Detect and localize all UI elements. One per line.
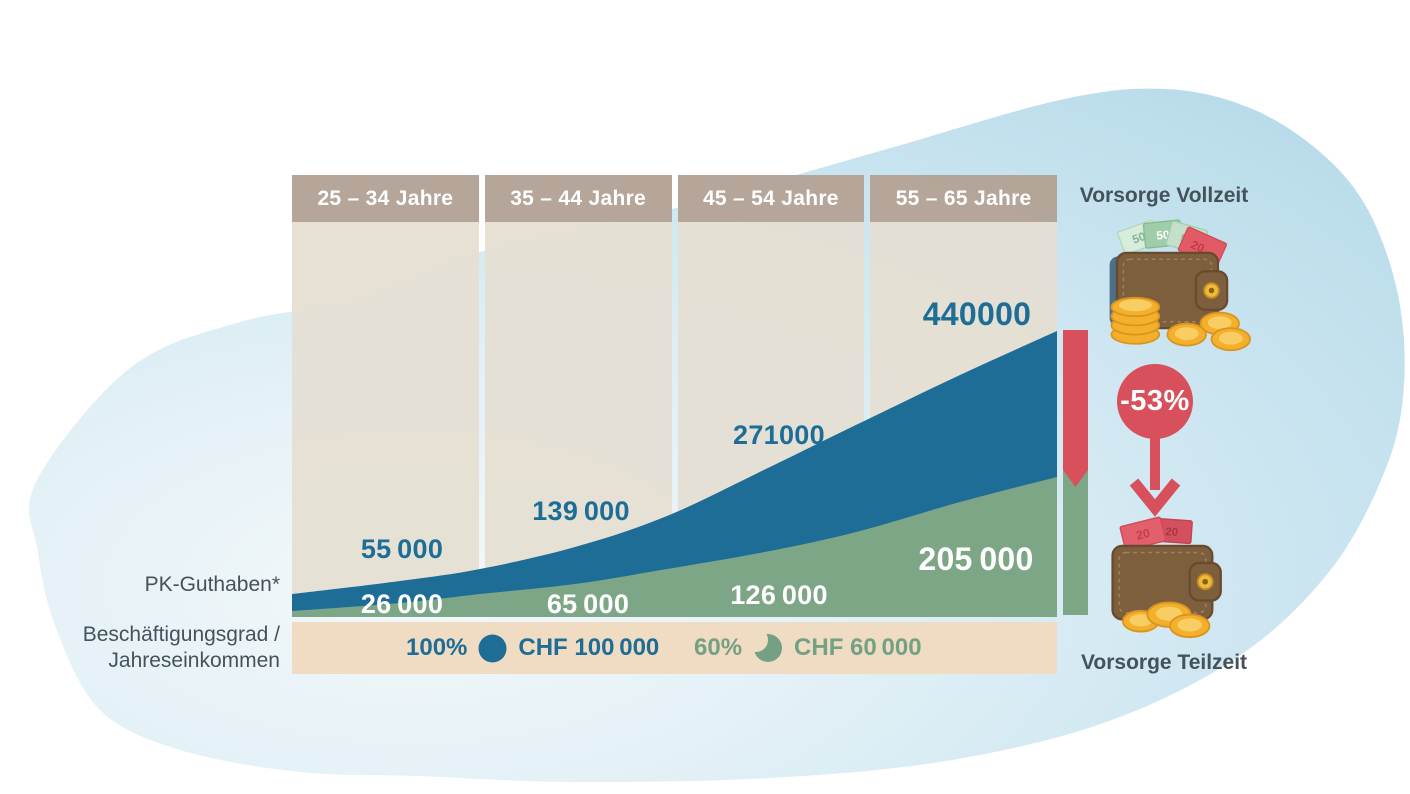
svg-text:20: 20 <box>1189 237 1207 255</box>
value-label-vollzeit-3: 271000 <box>733 420 825 450</box>
y-axis-label: PK-Guthaben* <box>144 573 280 596</box>
age-column-header: 35 – 44 Jahre <box>484 175 672 222</box>
wallet-part-icon: 20 20 <box>1111 516 1222 639</box>
banknotes-icon: 50 50 50 20 <box>1117 219 1228 268</box>
value-label-vollzeit-2: 139 000 <box>532 496 630 526</box>
x-axis-label-line2: Jahreseinkommen <box>108 649 280 672</box>
delta-badge: -53% <box>1117 364 1193 439</box>
coins-icon <box>1121 601 1211 639</box>
full-circle-icon <box>478 634 507 662</box>
wallet-body <box>1111 544 1222 621</box>
wallet-full-icon: 50 50 50 20 <box>1109 219 1251 352</box>
value-label-teilzeit-1: 26 000 <box>360 589 444 619</box>
value-label-vollzeit-1: 55 000 <box>360 534 444 564</box>
legend-amount-part: CHF 60 000 <box>794 634 922 661</box>
age-column-45-54: 45 – 54 Jahre <box>677 175 865 617</box>
age-column-header: 55 – 65 Jahre <box>870 175 1057 222</box>
svg-text:20: 20 <box>1135 526 1152 543</box>
legend-percent-full: 100% <box>406 634 468 661</box>
vollzeit-title: Vorsorge Vollzeit <box>1079 184 1249 207</box>
value-label-teilzeit-4: 205 000 <box>918 541 1034 577</box>
banknotes-icon: 20 20 <box>1119 516 1193 551</box>
svg-text:20: 20 <box>1165 526 1178 539</box>
teilzeit-title: Vorsorge Teilzeit <box>1080 651 1248 674</box>
age-column-header: 25 – 34 Jahre <box>292 175 479 222</box>
legend-amount-full: CHF 100 000 <box>518 634 660 661</box>
x-axis-label-line1: Beschäftigungsgrad / <box>82 623 280 646</box>
svg-text:50: 50 <box>1130 229 1148 247</box>
legend-item-vollzeit: 100% CHF 100 000 <box>406 622 659 674</box>
coins-icon <box>1110 296 1251 352</box>
legend-percent-part: 60% <box>694 634 743 661</box>
age-column-35-44: 35 – 44 Jahre <box>484 175 672 617</box>
legend-item-teilzeit: 60% CHF 60 000 <box>694 622 922 674</box>
crescent-icon <box>753 632 783 662</box>
age-column-body <box>484 222 672 617</box>
age-column-header: 45 – 54 Jahre <box>677 175 865 222</box>
arrow-down-icon <box>1129 438 1181 517</box>
value-label-teilzeit-3: 126 000 <box>730 580 828 610</box>
legend: 100% CHF 100 000 60% CHF 60 000 <box>292 622 1057 674</box>
x-axis-label: Beschäftigungsgrad / Jahreseinkommen <box>10 622 280 674</box>
value-label-vollzeit-4: 440000 <box>922 296 1032 332</box>
value-label-teilzeit-2: 65 000 <box>546 589 630 619</box>
